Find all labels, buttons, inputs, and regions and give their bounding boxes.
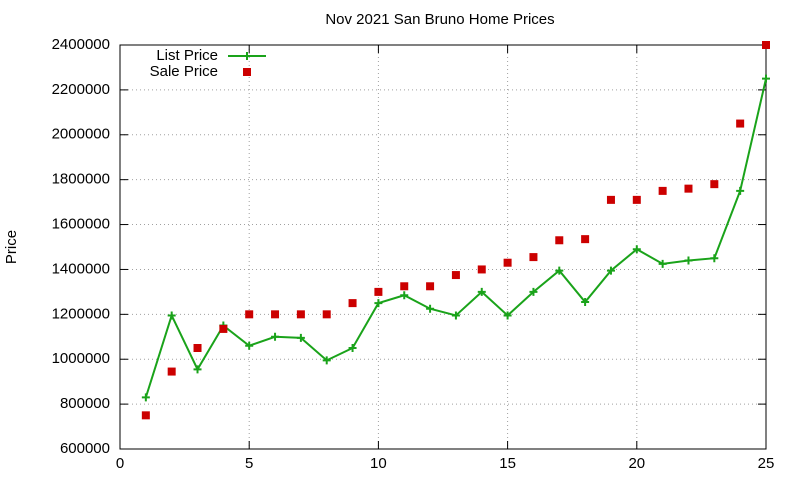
y-tick-label: 2400000 xyxy=(52,36,110,53)
point xyxy=(193,344,202,352)
point xyxy=(477,287,486,296)
y-tick-label: 2200000 xyxy=(52,81,110,98)
point xyxy=(632,195,641,204)
point xyxy=(581,235,590,244)
y-tick-label: 1800000 xyxy=(52,171,110,188)
legend-swatch xyxy=(243,52,251,60)
point xyxy=(451,311,460,320)
point xyxy=(348,299,357,308)
point xyxy=(684,184,693,193)
point xyxy=(606,195,615,204)
legend-swatch xyxy=(243,68,251,76)
point xyxy=(762,74,770,83)
y-tick-label: 1400000 xyxy=(52,260,110,277)
point xyxy=(141,411,150,420)
y-tick-label: 1600000 xyxy=(52,216,110,233)
chart-title: Nov 2021 San Bruno Home Prices xyxy=(325,11,554,28)
point xyxy=(555,266,564,275)
point xyxy=(581,297,590,306)
point xyxy=(426,282,435,291)
point xyxy=(503,258,512,267)
x-tick-label: 15 xyxy=(499,455,516,472)
point xyxy=(736,186,745,195)
x-tick-label: 10 xyxy=(370,455,387,472)
x-tick-label: 5 xyxy=(245,455,253,472)
y-tick-label: 1000000 xyxy=(52,350,110,367)
legend-label: List Price xyxy=(156,47,218,64)
point xyxy=(167,311,176,320)
x-tick-label: 25 xyxy=(758,455,775,472)
point xyxy=(477,265,486,274)
point xyxy=(400,291,409,300)
point xyxy=(606,266,615,275)
point xyxy=(296,333,305,342)
point xyxy=(245,341,254,350)
y-axis-label: Price xyxy=(3,230,20,264)
y-tick-label: 600000 xyxy=(60,440,110,457)
point xyxy=(426,304,435,313)
point xyxy=(736,119,745,128)
point xyxy=(271,310,280,319)
point xyxy=(348,344,357,352)
series-line xyxy=(144,78,767,398)
point xyxy=(219,324,228,333)
x-tick-label: 20 xyxy=(628,455,645,472)
point xyxy=(374,287,383,296)
point xyxy=(167,367,176,376)
y-tick-label: 800000 xyxy=(60,395,110,412)
point xyxy=(710,254,719,263)
point xyxy=(710,180,719,189)
x-tick-label: 0 xyxy=(116,455,124,472)
point xyxy=(451,271,460,280)
point xyxy=(400,282,409,291)
y-tick-label: 1200000 xyxy=(52,305,110,322)
point xyxy=(296,310,305,319)
plot-border xyxy=(119,44,767,450)
point xyxy=(762,41,770,49)
point xyxy=(684,256,693,265)
point xyxy=(555,236,564,245)
point xyxy=(529,253,538,262)
point xyxy=(271,332,280,341)
point xyxy=(322,356,331,365)
point xyxy=(141,393,150,402)
point xyxy=(658,259,667,268)
point xyxy=(529,287,538,296)
point xyxy=(245,310,254,319)
point xyxy=(322,310,331,319)
legend-label: Sale Price xyxy=(150,63,218,80)
point xyxy=(193,365,202,374)
point xyxy=(658,186,667,195)
point xyxy=(374,299,383,308)
y-tick-label: 2000000 xyxy=(52,126,110,143)
point xyxy=(503,311,512,320)
point xyxy=(632,245,641,254)
